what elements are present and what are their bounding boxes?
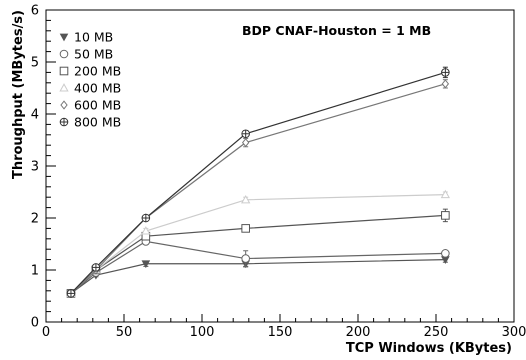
legend-label: 10 MB [74, 30, 113, 45]
data-point [441, 211, 450, 220]
legend-marker [60, 100, 68, 110]
legend-marker [59, 33, 69, 42]
x-tick-label: 200 [346, 325, 371, 340]
data-point [241, 254, 250, 263]
legend-label: 600 MB [74, 98, 121, 113]
y-tick-label: 1 [31, 264, 39, 279]
data-point [241, 224, 250, 233]
chart-annotation: BDP CNAF-Houston = 1 MB [242, 23, 431, 38]
series-line [70, 83, 446, 294]
series-600-mb [67, 79, 450, 299]
legend-marker [59, 66, 69, 76]
x-tick-label: 300 [502, 325, 526, 340]
data-point [441, 68, 450, 77]
x-tick-label: 150 [268, 325, 293, 340]
data-point [441, 249, 450, 258]
series-400-mb [66, 189, 451, 297]
x-tick-label: 250 [424, 325, 449, 340]
series-200-mb [66, 208, 450, 298]
legend-label: 200 MB [74, 64, 121, 79]
x-tick-label: 100 [190, 325, 215, 340]
y-axis-label: Throughput (MBytes/s) [11, 10, 26, 179]
data-point [241, 137, 250, 148]
data-point [440, 189, 451, 199]
legend-marker [59, 49, 69, 59]
series-line [70, 259, 446, 294]
y-tick-label: 6 [31, 4, 39, 19]
x-tick-label: 0 [42, 325, 50, 340]
y-tick-label: 5 [31, 56, 39, 71]
legend-label: 50 MB [74, 47, 113, 62]
series-50-mb [66, 237, 450, 298]
series-800-mb [66, 66, 450, 298]
x-tick-label: 50 [116, 325, 133, 340]
data-point [241, 194, 251, 204]
legend-marker [59, 117, 69, 127]
plot-frame [45, 9, 515, 323]
data-point [66, 289, 76, 298]
legend-label: 800 MB [74, 115, 121, 130]
data-point [141, 213, 151, 223]
data-point [91, 263, 101, 272]
y-tick-label: 3 [31, 160, 39, 175]
y-tick-label: 2 [31, 212, 39, 227]
series-line [70, 194, 446, 294]
x-axis-label: TCP Windows (KBytes) [346, 341, 512, 356]
series-layer [66, 66, 451, 299]
data-point [141, 260, 151, 269]
data-point [141, 226, 151, 235]
y-tick-label: 4 [31, 108, 39, 123]
legend-marker [59, 83, 69, 92]
data-point [241, 129, 250, 139]
axes: 0 50 100 150 200 250 300 0 1 2 3 4 5 6 [31, 4, 526, 341]
legend: 10 MB 50 MB 200 MB 400 MB 600 MB 800 MB [59, 30, 121, 130]
data-point [441, 79, 450, 89]
series-10-mb [66, 256, 450, 298]
legend-label: 400 MB [74, 81, 121, 96]
y-tick-label: 0 [31, 316, 39, 331]
